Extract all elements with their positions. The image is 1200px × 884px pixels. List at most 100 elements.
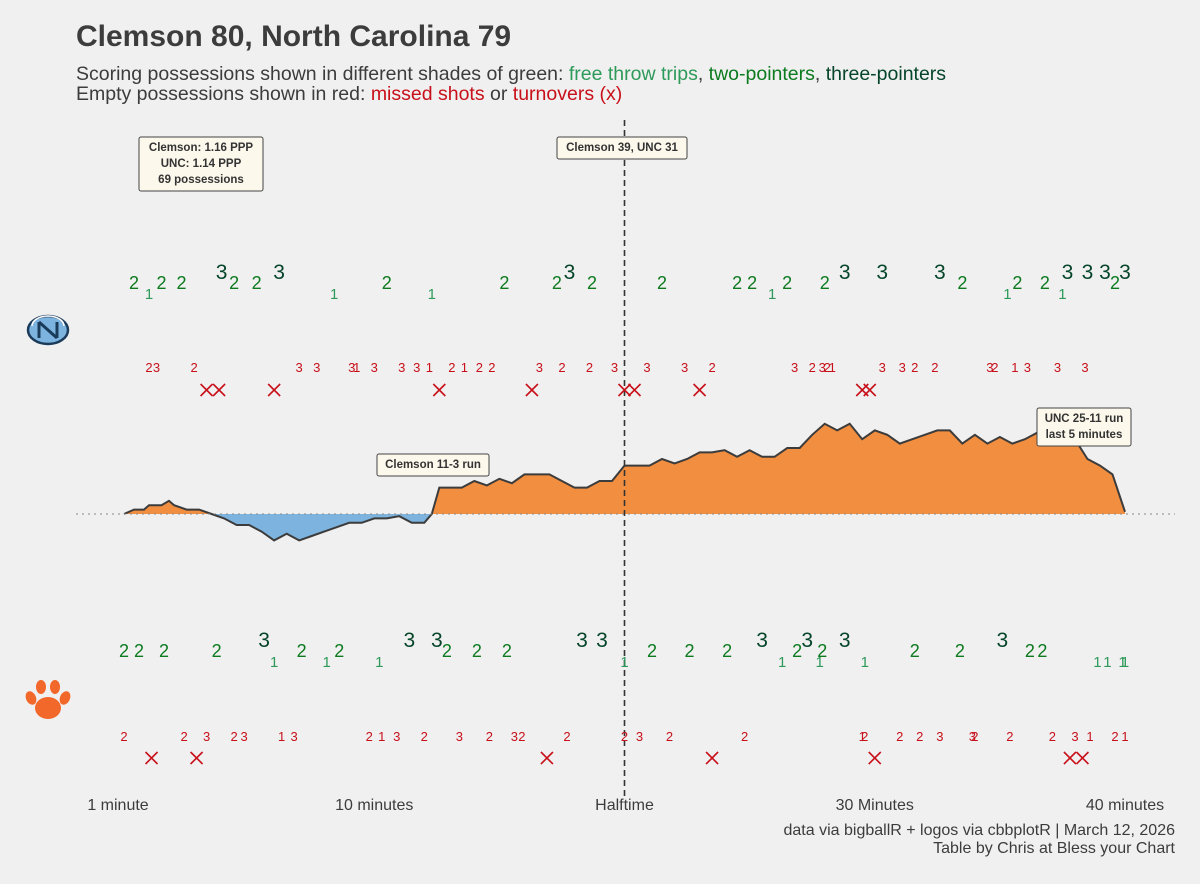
annotation-text: Clemson: 1.16 PPP bbox=[149, 142, 254, 154]
clemson-lead-area bbox=[124, 423, 1125, 514]
unc-missed-shot-mark: 3 bbox=[313, 360, 320, 375]
clemson-scoring-mark: 3 bbox=[403, 629, 415, 652]
unc-missed-shot-mark: 1 bbox=[829, 360, 836, 375]
clemson-scoring-mark: 2 bbox=[472, 641, 482, 661]
clemson-missed-shot-mark: 2 bbox=[896, 729, 903, 744]
clemson-scoring-mark: 3 bbox=[596, 629, 608, 652]
credit-data-source: data via bigballR + logos via cbbplotR |… bbox=[783, 822, 1176, 839]
unc-scoring-mark: 3 bbox=[216, 261, 228, 284]
margin-area-group bbox=[123, 422, 1126, 542]
unc-turnover-mark bbox=[693, 383, 707, 397]
unc-missed-shot-mark: 2 bbox=[809, 360, 816, 375]
clemson-missed-shot-mark: 1 bbox=[859, 729, 866, 744]
annotation-text: UNC 25-11 run bbox=[1045, 413, 1124, 425]
unc-scoring-mark: 2 bbox=[747, 273, 757, 293]
unc-missed-shot-mark: 2 bbox=[991, 360, 998, 375]
legend-missed-shots: missed shots bbox=[370, 83, 485, 105]
clemson-scoring-mark: 2 bbox=[685, 641, 695, 661]
unc-scoring-mark: 2 bbox=[587, 273, 597, 293]
legend-three-pointers: three-pointers bbox=[825, 63, 947, 85]
unc-turnover-mark bbox=[267, 383, 281, 397]
clemson-missed-shot-mark: 3 bbox=[936, 729, 943, 744]
unc-scoring-mark: 1 bbox=[145, 286, 153, 303]
clemson-scoring-mark: 1 bbox=[1103, 654, 1111, 671]
clemson-missed-shot-mark: 1 bbox=[1121, 729, 1128, 744]
unc-missed-shot-mark: 3 bbox=[643, 360, 650, 375]
unc-scoring-mark: 2 bbox=[820, 273, 830, 293]
unc-scoring-mark: 3 bbox=[876, 261, 888, 284]
annotation-box bbox=[556, 136, 688, 160]
clemson-scoring-mark: 2 bbox=[647, 641, 657, 661]
unc-missed-shot-mark: 3 bbox=[296, 360, 303, 375]
unc-scoring-mark: 1 bbox=[330, 286, 338, 303]
unc-scoring-mark: 2 bbox=[552, 273, 562, 293]
unc-scoring-mark: 1 bbox=[428, 286, 436, 303]
subtitle-sep-2: , bbox=[814, 63, 826, 85]
x-tick-label: Halftime bbox=[595, 797, 654, 814]
clemson-missed-shot-mark: 3 bbox=[636, 729, 643, 744]
clemson-missed-shot-mark: 2 bbox=[916, 729, 923, 744]
clemson-scoring-mark: 2 bbox=[334, 641, 344, 661]
x-tick-label: 30 Minutes bbox=[836, 797, 914, 814]
clemson-scoring-mark: 3 bbox=[839, 629, 851, 652]
clemson-scoring-mark: 2 bbox=[442, 641, 452, 661]
unc-missed-shot-mark: 2 bbox=[448, 360, 455, 375]
x-axis-ticks: 1 minute 10 minutes Halftime 30 Minutes 40 m… bbox=[87, 797, 1164, 814]
unc-scoring-mark: 3 bbox=[1082, 261, 1094, 284]
unc-scoring-mark: 1 bbox=[768, 286, 776, 303]
clemson-missed-shot-mark: 1 bbox=[278, 729, 285, 744]
clemson-scoring-mark: 2 bbox=[212, 641, 222, 661]
unc-missed-shot-mark: 3 bbox=[1024, 360, 1031, 375]
clemson-turnover-mark bbox=[190, 751, 204, 765]
unc-scoring-mark: 2 bbox=[177, 273, 187, 293]
unc-lead-area bbox=[124, 514, 1125, 541]
clemson-missed-shot-mark: 2 bbox=[518, 729, 525, 744]
clemson-missed-shot-mark: 3 bbox=[456, 729, 463, 744]
annotation-box bbox=[376, 453, 490, 477]
unc-missed-shot-mark: 2 bbox=[190, 360, 197, 375]
unc-missed-shot-mark: 3 bbox=[1054, 360, 1061, 375]
annotation-text: Clemson 11-3 run bbox=[385, 459, 481, 471]
unc-missed-shot-mark: 2 bbox=[145, 360, 152, 375]
clemson-missed-shot-mark: 3 bbox=[969, 729, 976, 744]
unc-scoring-mark: 2 bbox=[129, 273, 139, 293]
unc-missed-shot-mark: 3 bbox=[1081, 360, 1088, 375]
unc-scoring-mark: 2 bbox=[732, 273, 742, 293]
clemson-scoring-mark: 2 bbox=[955, 641, 965, 661]
unc-missed-shot-mark: 3 bbox=[986, 360, 993, 375]
page-title: Clemson 80, North Carolina 79 bbox=[76, 20, 512, 53]
unc-missed-shot-mark: 3 bbox=[819, 360, 826, 375]
unc-missed-shot-mark: 3 bbox=[611, 360, 618, 375]
unc-missed-shot-mark: 3 bbox=[879, 360, 886, 375]
unc-missed-shot-mark: 2 bbox=[488, 360, 495, 375]
unc-missed-shot-mark: 3 bbox=[348, 360, 355, 375]
clemson-scoring-mark: 2 bbox=[297, 641, 307, 661]
unc-missed-shot-mark: 3 bbox=[899, 360, 906, 375]
subtitle-sep-1: , bbox=[697, 63, 709, 85]
unc-missed-shot-mark: 1 bbox=[426, 360, 433, 375]
clemson-missed-shot-mark: 1 bbox=[1086, 729, 1093, 744]
unc-scoring-mark: 3 bbox=[839, 261, 851, 284]
clemson-scoring-mark: 1 bbox=[620, 654, 628, 671]
clemson-missed-shot-mark: 3 bbox=[291, 729, 298, 744]
clemson-scoring-mark: 1 bbox=[778, 654, 786, 671]
margin-line bbox=[123, 422, 1126, 542]
clemson-scoring-mark: 2 bbox=[159, 641, 169, 661]
unc-missed-shot-mark: 2 bbox=[708, 360, 715, 375]
clemson-missed-shot-mark: 2 bbox=[180, 729, 187, 744]
unc-scoring-mark: 3 bbox=[564, 261, 576, 284]
clemson-missed-shot-mark: 2 bbox=[741, 729, 748, 744]
legend-two-pointers: two-pointers bbox=[708, 63, 815, 85]
unc-scoring-mark: 2 bbox=[957, 273, 967, 293]
unc-missed-shot-mark: 3 bbox=[413, 360, 420, 375]
clemson-missed-shot-mark: 3 bbox=[393, 729, 400, 744]
unc-scoring-mark: 2 bbox=[382, 273, 392, 293]
clemson-scoring-mark: 3 bbox=[801, 629, 813, 652]
unc-missed-shot-mark: 3 bbox=[536, 360, 543, 375]
subtitle-scoring-prefix: Scoring possessions shown in different s… bbox=[76, 63, 569, 85]
subtitle-or: or bbox=[484, 83, 513, 105]
clemson-scoring-mark: 3 bbox=[576, 629, 588, 652]
clemson-missed-shot-mark: 2 bbox=[621, 729, 628, 744]
